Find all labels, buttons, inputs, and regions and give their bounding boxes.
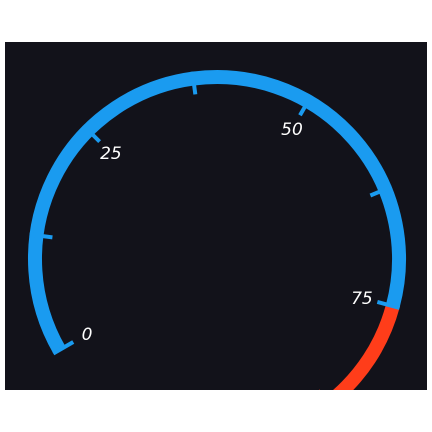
gauge-zone-danger <box>332 304 400 390</box>
gauge-tick <box>369 184 393 198</box>
gauge-tick <box>29 232 53 240</box>
gauge-tick <box>376 300 401 310</box>
gauge-labels: 0 25 50 75 100 <box>82 120 373 345</box>
gauge-tick <box>81 123 102 144</box>
tick-label-50: 50 <box>281 120 303 140</box>
tick-label-75: 75 <box>351 289 373 309</box>
gauge-panel: 0 25 50 75 100 <box>5 42 427 390</box>
tick-label-0: 0 <box>82 325 93 345</box>
gauge-zone-normal <box>28 70 406 354</box>
tick-label-25: 25 <box>100 144 122 164</box>
gauge-tick <box>52 340 75 356</box>
gauge-tick <box>190 71 198 95</box>
gauge-tick <box>298 94 314 117</box>
gauge-ticks <box>29 71 401 390</box>
gauge: 0 25 50 75 100 <box>28 70 406 390</box>
